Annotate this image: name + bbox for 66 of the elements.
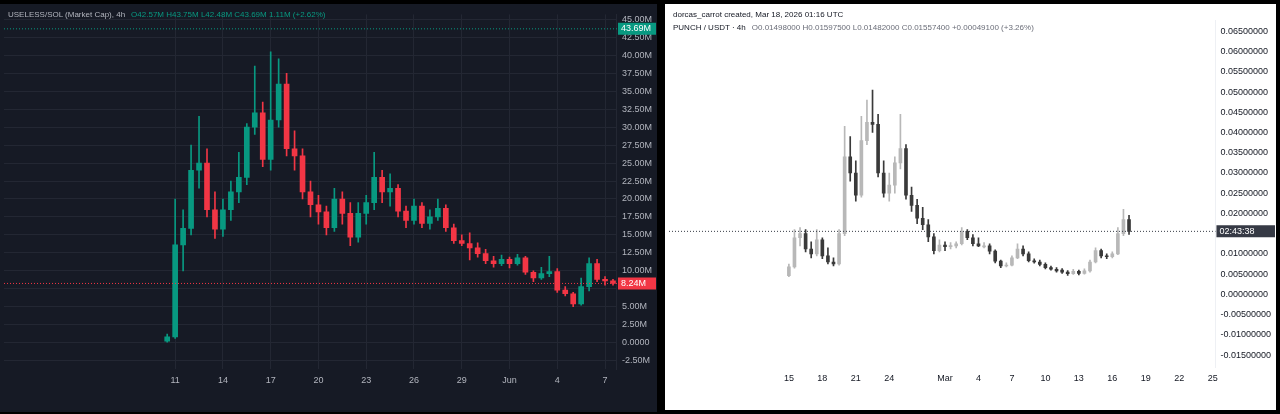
y-tick-label: 0.05500000 (1220, 66, 1269, 77)
y-tick-label: 42.50M (621, 31, 653, 42)
x-tick-label: 15 (783, 373, 794, 384)
y-tick-label: 45.00M (621, 13, 653, 24)
y-tick-label: 0.06000000 (1220, 46, 1269, 57)
x-tick-label: 16 (1107, 373, 1118, 384)
y-tick-label: 0.02000000 (1220, 207, 1269, 218)
y-tick-label: 40.00M (621, 49, 653, 60)
chart-subtitle: O42.57M H43.75M L42.48M C43.69M 1.11M (+2.62%) (131, 10, 326, 19)
y-tick-label: 20.00M (621, 193, 653, 204)
y-tick-label: 2.50M (621, 319, 647, 330)
y-tick-label: 17.50M (621, 211, 653, 222)
y-tick-label: 27.50M (621, 139, 653, 150)
y-tick-label: -0.01500000 (1220, 349, 1271, 360)
chart-title: USELESS/SOL (Market Cap), 4h (8, 10, 126, 19)
y-tick-label: 0.03500000 (1220, 147, 1269, 158)
y-tick-label: -0.01000000 (1220, 329, 1271, 340)
y-tick-label: 0.06500000 (1220, 25, 1269, 36)
y-tick-label: 0.00000000 (1220, 288, 1269, 299)
y-tick-label: 0.05000000 (1220, 86, 1269, 97)
y-tick-label: 0.04000000 (1220, 126, 1269, 137)
x-tick-label: 14 (217, 375, 228, 386)
y-tick-label: 22.50M (621, 175, 653, 186)
x-tick-label: 24 (884, 373, 895, 384)
x-tick-label: 13 (1073, 373, 1084, 384)
y-tick-label: -2.50M (621, 355, 650, 366)
y-tick-label: 35.00M (621, 85, 653, 96)
x-tick-label: 19 (1140, 373, 1151, 384)
y-tick-label: 15.00M (621, 229, 653, 240)
x-tick-label: 11 (170, 375, 180, 386)
x-tick-label: Jun (502, 375, 517, 386)
x-tick-label: 7 (602, 375, 608, 386)
x-tick-label: 23 (361, 375, 372, 386)
x-tick-label: 29 (456, 375, 467, 386)
y-tick-label: 30.00M (621, 121, 653, 132)
y-tick-label: 10.00M (621, 265, 653, 276)
y-tick-label: 0.04500000 (1220, 106, 1269, 117)
x-tick-label: 21 (850, 373, 861, 384)
x-tick-label: 4 (554, 375, 560, 386)
ref-line-label: 02:43:38 (1219, 225, 1255, 236)
x-tick-label: Mar (937, 373, 953, 384)
x-tick-label: 26 (408, 375, 419, 386)
x-tick-label: 20 (313, 375, 324, 386)
y-tick-label: 0.0000 (621, 337, 650, 348)
y-tick-label: 37.50M (621, 67, 653, 78)
x-tick-label: 18 (817, 373, 828, 384)
x-tick-label: 22 (1174, 373, 1185, 384)
y-tick-label: 32.50M (621, 103, 653, 114)
text: dorcas_carrot created, Mar 18, 2026 01:16 UTC (673, 9, 845, 21)
chart-title: PUNCH / USDT · 4h (673, 23, 746, 32)
y-tick-label: 25.00M (621, 157, 653, 168)
x-tick-label: 7 (1009, 373, 1015, 384)
x-tick-label: 4 (975, 373, 981, 384)
ref-line-label: 43.69M (620, 23, 652, 34)
y-tick-label: 12.50M (621, 247, 653, 258)
y-tick-label: 0.01000000 (1220, 248, 1269, 259)
y-tick-label: 0.00500000 (1220, 268, 1269, 279)
x-tick-label: 25 (1207, 373, 1218, 384)
y-tick-label: 5.00M (621, 301, 647, 312)
ref-line-label: 8.24M (620, 277, 646, 288)
chart-subtitle: O0.01498000 H0.01597500 L0.01482000 C0.01557400 +0.00049100 (+3.26%) (751, 23, 1034, 32)
y-tick-label: -0.00500000 (1220, 309, 1271, 320)
y-tick-label: 0.03000000 (1220, 167, 1269, 178)
x-tick-label: 10 (1040, 373, 1051, 384)
x-tick-label: 17 (265, 375, 276, 386)
y-tick-label: 0.02500000 (1220, 187, 1269, 198)
